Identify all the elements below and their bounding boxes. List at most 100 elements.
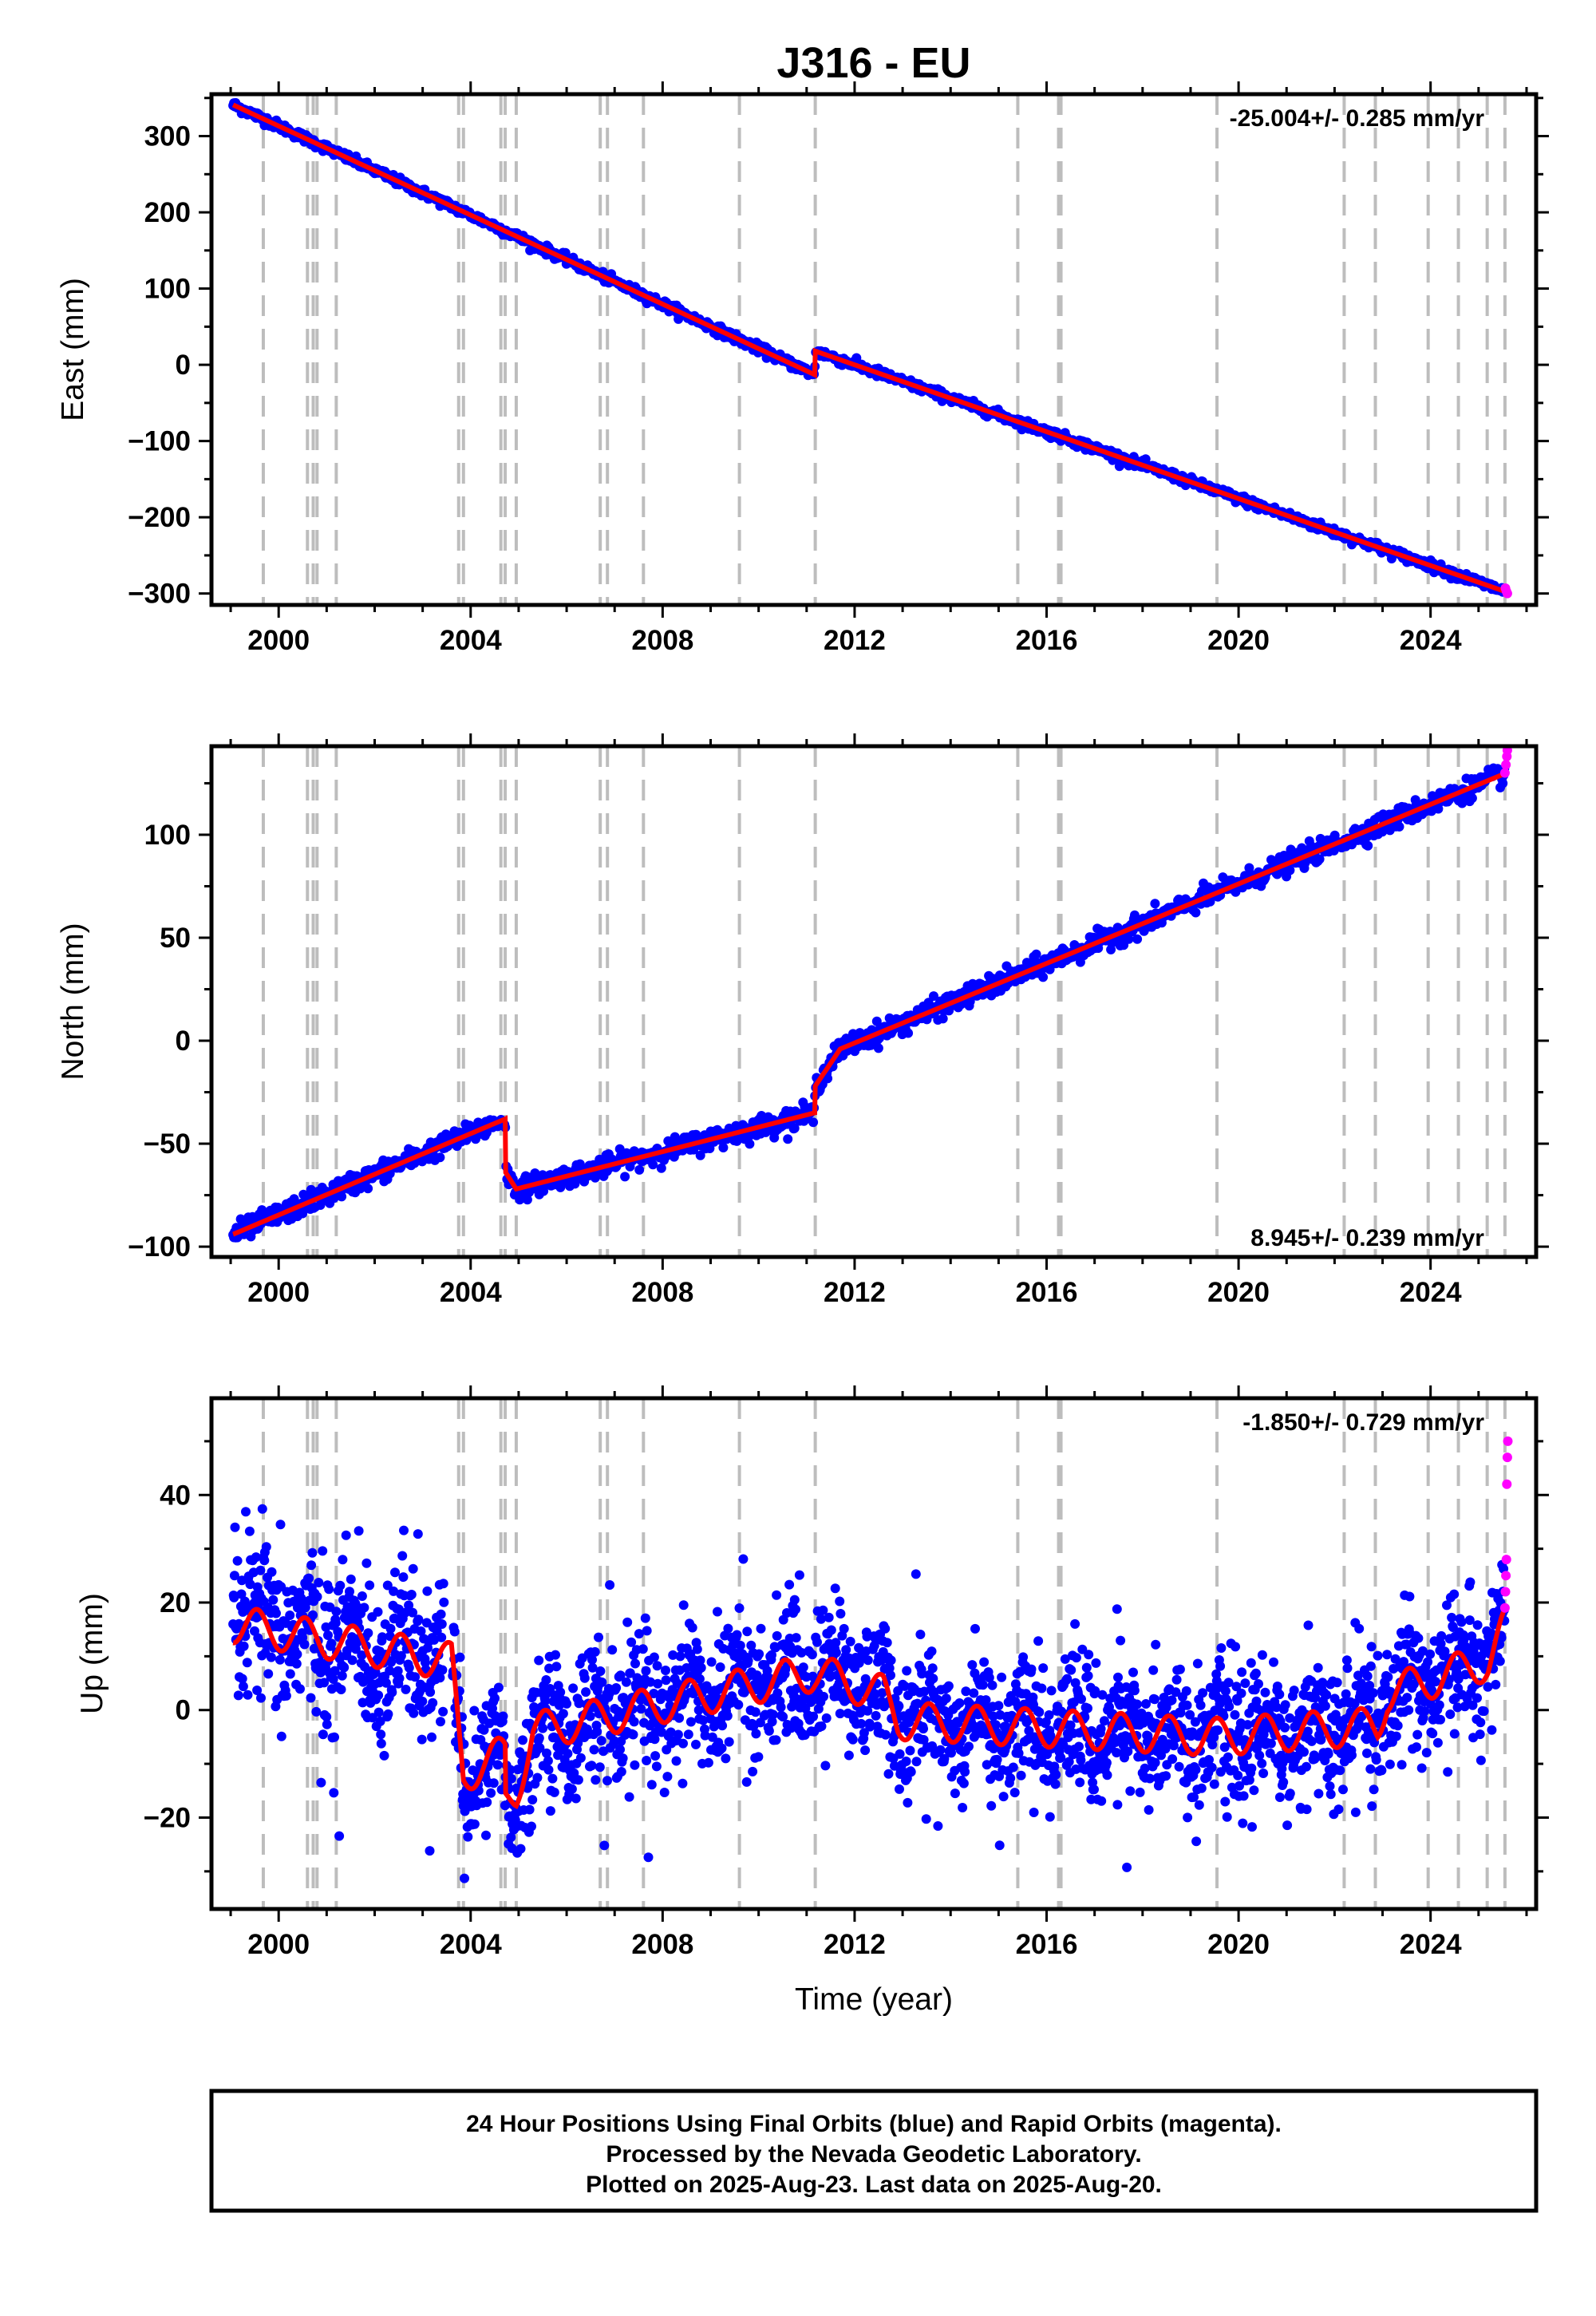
final-orbit-point <box>481 1830 491 1840</box>
final-orbit-point <box>437 1619 447 1629</box>
final-orbit-point <box>715 1662 725 1672</box>
final-orbit-point <box>562 1698 572 1709</box>
final-orbit-point <box>592 1726 602 1737</box>
final-orbit-point <box>812 1637 822 1647</box>
final-orbit-point <box>678 1778 688 1788</box>
final-orbit-point <box>648 1160 658 1170</box>
final-orbit-point <box>1009 1788 1020 1798</box>
final-orbit-point <box>1062 1674 1073 1684</box>
rapid-orbit-points <box>1499 746 1512 778</box>
final-orbit-point <box>717 1721 728 1731</box>
final-orbit-point <box>607 1645 618 1655</box>
final-orbit-point <box>950 1788 960 1799</box>
final-orbit-point <box>791 1633 801 1643</box>
final-orbit-point <box>230 1522 240 1532</box>
final-orbit-point <box>337 1192 347 1202</box>
final-orbit-point <box>831 1647 841 1658</box>
final-orbit-point <box>713 1607 722 1617</box>
rapid-orbit-points <box>1500 583 1512 599</box>
final-orbit-point <box>594 1632 603 1642</box>
final-orbit-point <box>706 1657 717 1667</box>
final-orbit-point <box>997 1672 1007 1682</box>
x-tick-label: 2012 <box>824 625 886 656</box>
rate-label: -25.004+/- 0.285 mm/yr <box>1230 105 1485 132</box>
final-orbit-point <box>589 1745 599 1755</box>
final-orbit-point <box>933 1821 943 1831</box>
y-tick-label: 50 <box>160 923 191 954</box>
final-orbit-point <box>883 1769 894 1779</box>
rapid-orbit-point <box>1499 768 1510 778</box>
final-orbit-point <box>558 1709 568 1719</box>
final-orbit-point <box>735 1640 745 1650</box>
final-orbit-point <box>986 1800 997 1811</box>
final-orbit-point <box>595 1666 606 1676</box>
final-orbit-point <box>547 1773 558 1784</box>
final-orbit-point <box>678 1600 689 1611</box>
final-orbit-point <box>819 1691 828 1701</box>
final-orbit-point <box>256 1693 266 1703</box>
final-orbit-point <box>918 1724 928 1734</box>
final-orbit-point <box>422 1586 433 1596</box>
final-orbit-point <box>734 1603 745 1613</box>
final-orbit-point <box>417 1734 427 1745</box>
final-orbit-point <box>436 1609 446 1619</box>
final-orbit-point <box>1046 1686 1057 1696</box>
final-orbit-point <box>764 1725 774 1736</box>
final-orbit-point <box>436 1717 445 1727</box>
final-orbit-point <box>285 1669 295 1679</box>
chart-title: J316 - EU <box>776 39 970 87</box>
final-orbit-point <box>306 1693 316 1703</box>
final-orbit-point <box>469 1705 480 1716</box>
final-orbit-point <box>941 1694 951 1704</box>
final-orbit-point <box>659 1788 670 1797</box>
final-orbit-point <box>571 1793 581 1804</box>
final-orbit-point <box>413 1529 423 1539</box>
final-orbit-point <box>634 1164 645 1175</box>
final-orbit-point <box>259 1555 270 1566</box>
final-orbit-point <box>413 1614 424 1625</box>
y-tick-label: −300 <box>128 579 191 610</box>
final-orbit-point <box>651 1761 662 1772</box>
final-orbit-point <box>641 1666 651 1676</box>
rapid-orbit-point <box>1502 588 1512 599</box>
final-orbit-point <box>417 1696 428 1706</box>
final-orbit-point <box>905 1745 915 1756</box>
final-orbit-point <box>969 1688 979 1698</box>
final-orbit-point <box>662 1772 673 1782</box>
final-orbit-point <box>772 1590 782 1600</box>
final-orbit-point <box>387 1687 397 1697</box>
rate-label: 8.945+/- 0.239 mm/yr <box>1250 1225 1484 1251</box>
final-orbit-point <box>570 1179 580 1189</box>
final-orbit-point <box>1018 1652 1029 1662</box>
y-tick-label: 200 <box>144 197 191 228</box>
final-orbit-point <box>428 1697 438 1708</box>
final-orbit-point <box>880 1623 891 1634</box>
final-orbit-point <box>630 1760 640 1770</box>
final-orbit-point <box>524 1804 535 1815</box>
x-tick-label: 2024 <box>1400 1277 1462 1308</box>
final-orbit-point <box>263 1669 274 1679</box>
y-tick-label: −50 <box>144 1128 191 1160</box>
final-orbit-point <box>821 1713 832 1723</box>
final-orbit-point <box>306 1560 317 1571</box>
final-orbit-point <box>373 1707 384 1717</box>
final-orbit-point <box>271 1608 281 1618</box>
final-orbit-point <box>573 1775 583 1785</box>
final-orbit-point <box>830 1583 840 1594</box>
final-orbit-point <box>1037 1683 1047 1694</box>
final-orbit-point <box>733 1700 744 1710</box>
final-orbit-point <box>339 1662 350 1673</box>
final-orbit-point <box>784 1579 795 1590</box>
final-orbit-point <box>335 1580 346 1591</box>
x-tick-label: 2008 <box>631 625 693 656</box>
final-orbit-point <box>754 1649 764 1659</box>
final-orbit-point <box>1026 1664 1037 1674</box>
final-orbit-point <box>1394 821 1404 832</box>
y-axis-label: North (mm) <box>56 923 90 1080</box>
final-orbit-point <box>312 1591 322 1602</box>
final-orbit-point <box>516 1844 526 1854</box>
y-tick-label: 100 <box>144 274 191 305</box>
final-orbit-point <box>275 1520 286 1530</box>
final-orbit-point <box>438 1579 448 1589</box>
final-orbit-point <box>361 1558 372 1568</box>
